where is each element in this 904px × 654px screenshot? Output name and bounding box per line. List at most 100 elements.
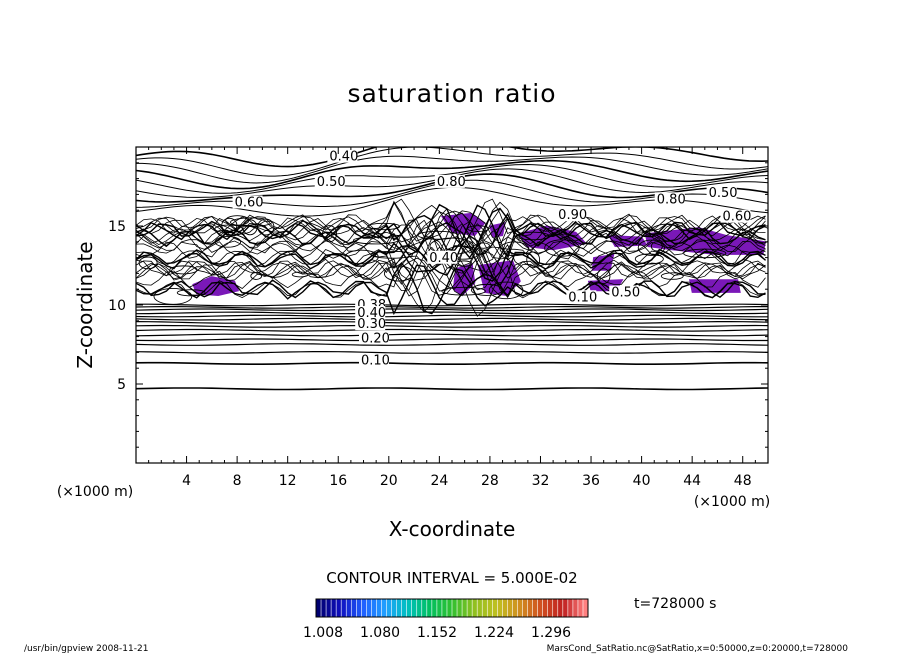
contour-label-bg [434, 174, 465, 188]
colorbar-tick-label: 1.296 [531, 625, 571, 641]
contour-line-lower [136, 343, 768, 346]
contour-loop [176, 289, 206, 297]
contour-loop [596, 268, 611, 285]
contour-line-upper [136, 163, 768, 194]
contour-loop [441, 286, 486, 296]
contour-loop [649, 223, 685, 242]
contour-label-bg [355, 306, 386, 320]
colorbar-segment [577, 599, 584, 617]
contour-line-upper [136, 147, 768, 168]
contour-line-lower [136, 306, 768, 309]
y-axis-label: Z-coordinate [73, 241, 97, 368]
colorbar-segment [492, 599, 498, 617]
colorbar-segment [391, 599, 398, 617]
colorbar-segment [316, 599, 322, 617]
y-axis-unit: (×1000 m) [57, 484, 133, 500]
colorbar-ticks: 1.008 1.080 1.152 1.224 1.296 [303, 625, 571, 641]
contour-loop [367, 222, 401, 231]
colorbar-tick-label: 1.080 [360, 625, 400, 641]
colorbar-segment [547, 599, 554, 617]
x-axis-ticks: 4 8 12 16 20 24 28 32 36 40 44 48 [148, 147, 756, 489]
contour-line-lower [136, 361, 768, 365]
contour-loop [417, 230, 459, 240]
contour-label-bg [358, 353, 389, 367]
contour-labels: 0.40 0.50 0.60 0.80 0.90 0.80 0.50 0.60 0.40 0.10… [232, 149, 751, 368]
contour-label-bg [706, 185, 737, 199]
contour-loop [526, 251, 541, 269]
colorbar-segment [386, 599, 393, 617]
contour-line-lower [136, 317, 768, 321]
contour-loop [499, 241, 530, 257]
contour-label-bg [609, 285, 640, 299]
contour-loop [344, 249, 379, 265]
contour-label-bg [654, 192, 685, 206]
contour-label: 0.20 [361, 331, 390, 346]
colorbar-segment [567, 599, 574, 617]
contour-label-bg [327, 149, 358, 163]
contour-line-cloud [136, 264, 766, 316]
colorbar-segment [341, 599, 347, 617]
y-axis-ticks: 5 10 15 [108, 162, 768, 448]
contour-loop [153, 288, 193, 305]
contour-label: 0.90 [558, 208, 587, 223]
colorbar-segment [462, 599, 468, 617]
contour-loop [467, 225, 489, 232]
colorbar [315, 599, 589, 617]
x-tick-label: 8 [233, 473, 242, 489]
contour-line-cloud [136, 201, 766, 245]
colorbar-segment [487, 599, 493, 617]
colorbar-segment [552, 599, 559, 617]
colorbar-segment [431, 599, 438, 617]
x-axis-unit: (×1000 m) [694, 494, 770, 510]
colorbar-segment [361, 599, 367, 617]
colorbar-segment [406, 599, 413, 617]
time-label: t=728000 s [634, 596, 716, 612]
colorbar-segment [457, 599, 463, 617]
x-tick-label: 20 [380, 473, 398, 489]
contour-label-bg [355, 317, 386, 331]
contour-line-cloud [136, 246, 766, 297]
colorbar-segment [482, 599, 488, 617]
contour-loop [138, 256, 158, 270]
colorbar-segment [371, 599, 377, 617]
contour-line-upper [136, 159, 768, 190]
contour-label-bg [427, 250, 458, 264]
contour-loop [660, 272, 684, 280]
contour-line-lower [136, 338, 768, 342]
contour-label-bg [232, 195, 263, 209]
y-tick-label: 15 [108, 219, 126, 235]
contour-line-lower [136, 308, 768, 312]
contour-loop [214, 224, 243, 234]
x-tick-label: 28 [481, 473, 499, 489]
contour-loop [225, 215, 250, 226]
colorbar-segment [321, 599, 327, 617]
colorbar-segment [562, 599, 569, 617]
colorbar-segment [356, 599, 362, 617]
colorbar-segment [346, 599, 352, 617]
colorbar-segment [502, 599, 508, 617]
footer-left: /usr/bin/gpview 2008-11-21 [24, 644, 148, 654]
y-tick-label: 10 [108, 298, 126, 314]
contour-label: 0.40 [329, 150, 358, 165]
footer-right: MarsCond_SatRatio.nc@SatRatio,x=0:50000,… [547, 644, 849, 654]
colorbar-segment [426, 599, 433, 617]
colorbar-segment [326, 599, 332, 617]
colorbar-segment [336, 599, 342, 617]
colorbar-segment [331, 599, 337, 617]
contour-label: 0.50 [611, 286, 640, 301]
colorbar-segment [507, 599, 513, 617]
contour-loop [250, 272, 263, 280]
x-tick-label: 36 [582, 473, 600, 489]
contour-line-lower [136, 314, 768, 318]
colorbar-segment [542, 599, 549, 617]
contour-loop [637, 239, 665, 256]
contour-line-cloud [136, 263, 766, 317]
contour-line-lower [136, 311, 768, 315]
contour-loop [683, 248, 727, 259]
contour-loop [515, 231, 550, 241]
contour-loop [650, 241, 663, 252]
contour-label-bg [358, 331, 389, 345]
contour-label: 0.10 [568, 290, 597, 305]
contour-loop [476, 242, 490, 249]
